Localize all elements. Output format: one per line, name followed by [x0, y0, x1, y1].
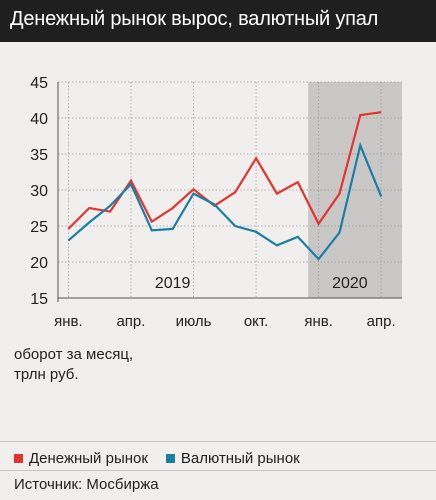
source-note: Источник: Мосбиржа: [14, 476, 159, 493]
y-tick-label: 30: [30, 183, 48, 200]
y-tick-label: 15: [30, 291, 48, 308]
x-tick-label: янв.: [54, 313, 83, 330]
title-bar: Денежный рынок вырос, валютный упал: [0, 0, 436, 42]
x-tick-label: апр.: [367, 313, 396, 330]
y-tick-label: 20: [30, 255, 48, 272]
legend-item-fx-market: Валютный рынок: [165, 449, 300, 467]
y-tick-label: 25: [30, 219, 48, 236]
series-line-fx-market: [67, 141, 383, 261]
unit-note-line-2: трлн руб.: [14, 366, 79, 383]
divider-bottom: [0, 470, 436, 471]
divider-top: [0, 441, 436, 442]
chart-title: Денежный рынок вырос, валютный упал: [10, 8, 379, 30]
x-tick-label: окт.: [244, 313, 268, 330]
legend-label-fx-market: Валютный рынок: [180, 449, 300, 467]
unit-note-line-1: оборот за месяц,: [14, 346, 134, 363]
shaded-region-2020: [308, 82, 402, 298]
y-tick-label: 40: [30, 111, 48, 128]
y-tick-label: 45: [30, 75, 48, 92]
period-label: 2019: [155, 275, 191, 292]
legend-label-money-market: Денежный рынок: [29, 449, 148, 467]
legend: Денежный рынок Валютный рынок: [14, 448, 318, 468]
x-tick-label: апр.: [116, 313, 145, 330]
legend-swatch-money-market: [14, 453, 23, 463]
legend-swatch-fx-market: [165, 453, 175, 463]
x-tick-label: июль: [176, 313, 212, 330]
period-label: 2020: [332, 275, 368, 292]
y-tick-label: 35: [30, 147, 48, 164]
chart: 15 20 25 30 35 40 45 янв. апр. июль окт. янв. апр. 20…: [30, 75, 402, 330]
legend-item-money-market: Денежный рынок: [14, 450, 148, 467]
x-tick-label: янв.: [304, 313, 333, 330]
unit-note: оборот за месяц, трлн руб.: [14, 345, 133, 385]
